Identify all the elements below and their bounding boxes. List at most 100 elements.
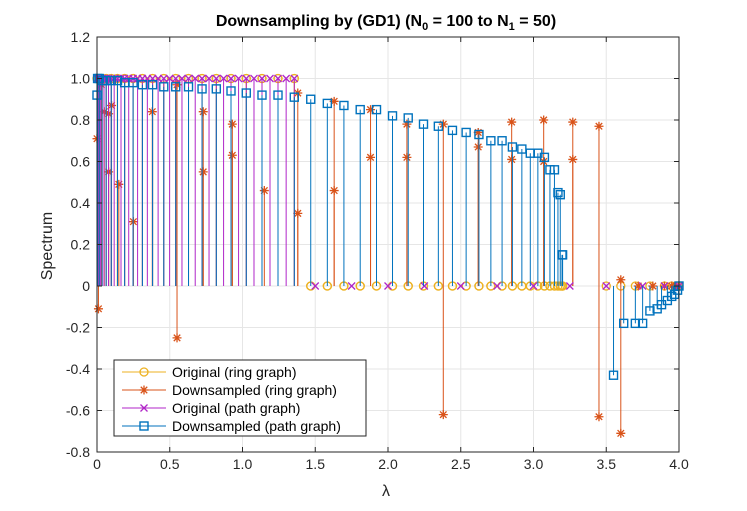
asterisk-marker bbox=[568, 117, 578, 127]
square-marker bbox=[226, 86, 236, 96]
asterisk-marker bbox=[259, 186, 269, 196]
legend-label: Original (ring graph) bbox=[172, 364, 297, 380]
asterisk-marker bbox=[329, 96, 339, 106]
y-tick-label: 0.6 bbox=[71, 154, 91, 170]
x-marker bbox=[660, 282, 669, 290]
x-marker bbox=[234, 74, 243, 83]
legend-label: Original (path graph) bbox=[172, 400, 300, 416]
circle-marker bbox=[601, 281, 611, 291]
x-marker bbox=[420, 282, 429, 290]
asterisk-marker bbox=[93, 304, 103, 314]
square-marker bbox=[507, 142, 518, 152]
square-marker bbox=[637, 318, 648, 329]
x-marker bbox=[219, 74, 228, 83]
square-marker bbox=[433, 121, 444, 131]
x-marker bbox=[274, 74, 282, 83]
x-marker bbox=[282, 74, 291, 83]
title-subscript-0: 0 bbox=[422, 21, 428, 33]
legend-box bbox=[113, 359, 367, 437]
x-marker bbox=[311, 282, 320, 290]
x-marker bbox=[250, 74, 258, 83]
square-marker bbox=[539, 152, 550, 163]
x-marker bbox=[493, 282, 502, 290]
x-marker bbox=[227, 74, 235, 83]
square-marker bbox=[128, 77, 138, 88]
square-marker bbox=[645, 306, 655, 316]
square-marker bbox=[339, 100, 349, 111]
square-marker bbox=[387, 111, 398, 121]
asterisk-marker bbox=[594, 412, 604, 422]
square-marker bbox=[211, 84, 222, 94]
asterisk-marker bbox=[616, 275, 626, 285]
asterisk-marker bbox=[366, 105, 376, 115]
square-marker bbox=[137, 80, 148, 90]
square-marker bbox=[497, 136, 507, 146]
y-axis-label: Spectrum bbox=[39, 212, 56, 280]
x-marker bbox=[347, 282, 356, 290]
square-marker bbox=[306, 94, 316, 104]
y-tick-label: -0.2 bbox=[66, 320, 90, 336]
square-marker bbox=[94, 73, 105, 84]
square-marker bbox=[257, 90, 267, 100]
chart-title: Downsampling by (GD1) (N0 = 100 to N1 = … bbox=[216, 13, 556, 33]
square-marker bbox=[403, 113, 413, 123]
x-marker bbox=[165, 74, 174, 83]
square-marker bbox=[667, 291, 677, 302]
x-marker bbox=[198, 74, 207, 83]
x-tick-label: 1.5 bbox=[306, 456, 326, 472]
x-marker bbox=[266, 74, 274, 83]
y-tick-label: -0.4 bbox=[66, 361, 90, 377]
x-tick-label: 2.0 bbox=[378, 456, 398, 472]
square-marker bbox=[486, 136, 496, 146]
y-tick-label: -0.6 bbox=[66, 403, 90, 419]
x-marker bbox=[602, 282, 611, 290]
square-marker bbox=[371, 104, 382, 115]
y-tick-label: 0 bbox=[82, 278, 90, 294]
square-marker bbox=[197, 84, 207, 94]
asterisk-marker bbox=[172, 80, 182, 90]
square-marker bbox=[139, 421, 149, 431]
x-marker bbox=[456, 282, 465, 290]
square-marker bbox=[101, 75, 111, 86]
square-marker bbox=[322, 98, 333, 109]
asterisk-marker bbox=[139, 385, 149, 395]
square-marker bbox=[447, 125, 458, 136]
y-tick-label: 0.8 bbox=[71, 112, 91, 128]
asterisk-marker bbox=[227, 150, 237, 160]
x-marker bbox=[184, 74, 193, 83]
square-marker bbox=[106, 75, 116, 86]
asterisk-marker bbox=[507, 117, 517, 127]
title-subscript-1: 1 bbox=[509, 21, 515, 33]
square-marker bbox=[183, 82, 194, 92]
x-marker bbox=[140, 404, 148, 412]
asterisk-marker bbox=[594, 121, 604, 131]
x-marker bbox=[205, 74, 213, 83]
x-marker bbox=[212, 74, 221, 83]
asterisk-marker bbox=[473, 127, 483, 137]
legend-label: Downsampled (ring graph) bbox=[172, 382, 337, 398]
square-marker bbox=[553, 187, 563, 198]
square-marker bbox=[619, 318, 629, 329]
square-marker bbox=[273, 90, 283, 100]
x-tick-label: 3.5 bbox=[597, 456, 617, 472]
legend: Original (ring graph) Downsampled (ring g… bbox=[113, 359, 367, 437]
square-marker bbox=[557, 250, 568, 260]
x-tick-label: 0.5 bbox=[160, 456, 180, 472]
x-tick-label: 0 bbox=[93, 456, 101, 472]
x-marker bbox=[565, 282, 574, 290]
asterisk-marker bbox=[633, 281, 643, 291]
asterisk-marker bbox=[539, 115, 549, 125]
legend-label: Downsampled (path graph) bbox=[172, 418, 341, 434]
square-marker bbox=[241, 88, 251, 98]
series-4 bbox=[92, 73, 684, 380]
x-marker bbox=[242, 74, 251, 83]
y-tick-label: 0.2 bbox=[71, 237, 91, 253]
square-marker bbox=[418, 119, 429, 129]
tick-layer: 0 0.5 1.0 1.5 2.0 2.5 3.0 3.5 4.0 -0.8 -0.6 -0.4 -0.… bbox=[66, 29, 689, 472]
square-marker bbox=[112, 75, 123, 86]
x-tick-label: 4.0 bbox=[669, 456, 689, 472]
asterisk-marker bbox=[114, 179, 124, 189]
square-marker bbox=[461, 127, 471, 138]
